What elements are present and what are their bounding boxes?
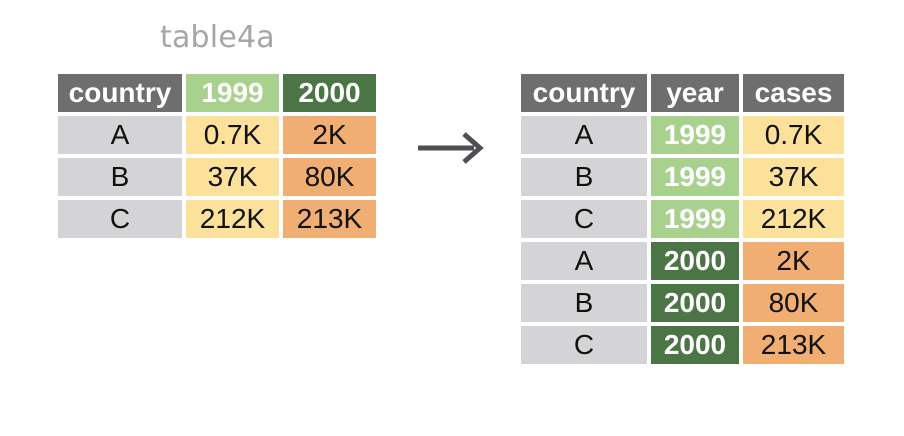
cell-year: 2000 [651,326,739,364]
cell-year: 2000 [651,284,739,322]
cell-cases: 37K [743,158,844,196]
cell-country: B [521,284,647,322]
cell-year: 1999 [651,200,739,238]
cell-year: 1999 [651,158,739,196]
cell-country: B [58,158,182,196]
header-1999: 1999 [186,74,279,112]
cell-country: A [521,242,647,280]
cell-country: C [58,200,182,238]
cell-cases: 0.7K [743,116,844,154]
wide-table: country 1999 2000 A 0.7K 2K B 37K 80K C … [58,74,376,238]
cell-cases: 80K [743,284,844,322]
header-country: country [58,74,182,112]
table-title: table4a [160,20,275,55]
cell-country: C [521,326,647,364]
cell-value-1999: 0.7K [186,116,279,154]
header-country: country [521,74,647,112]
cell-cases: 2K [743,242,844,280]
header-cases: cases [743,74,844,112]
cell-country: A [521,116,647,154]
cell-value-2000: 213K [283,200,376,238]
header-2000: 2000 [283,74,376,112]
cell-country: B [521,158,647,196]
cell-country: C [521,200,647,238]
cell-value-2000: 2K [283,116,376,154]
cell-value-2000: 80K [283,158,376,196]
cell-country: A [58,116,182,154]
cell-cases: 212K [743,200,844,238]
header-year: year [651,74,739,112]
cell-value-1999: 212K [186,200,279,238]
long-table: country year cases A 1999 0.7K B 1999 37… [521,74,844,364]
right-arrow-icon [416,128,488,168]
cell-cases: 213K [743,326,844,364]
cell-year: 1999 [651,116,739,154]
cell-year: 2000 [651,242,739,280]
cell-value-1999: 37K [186,158,279,196]
